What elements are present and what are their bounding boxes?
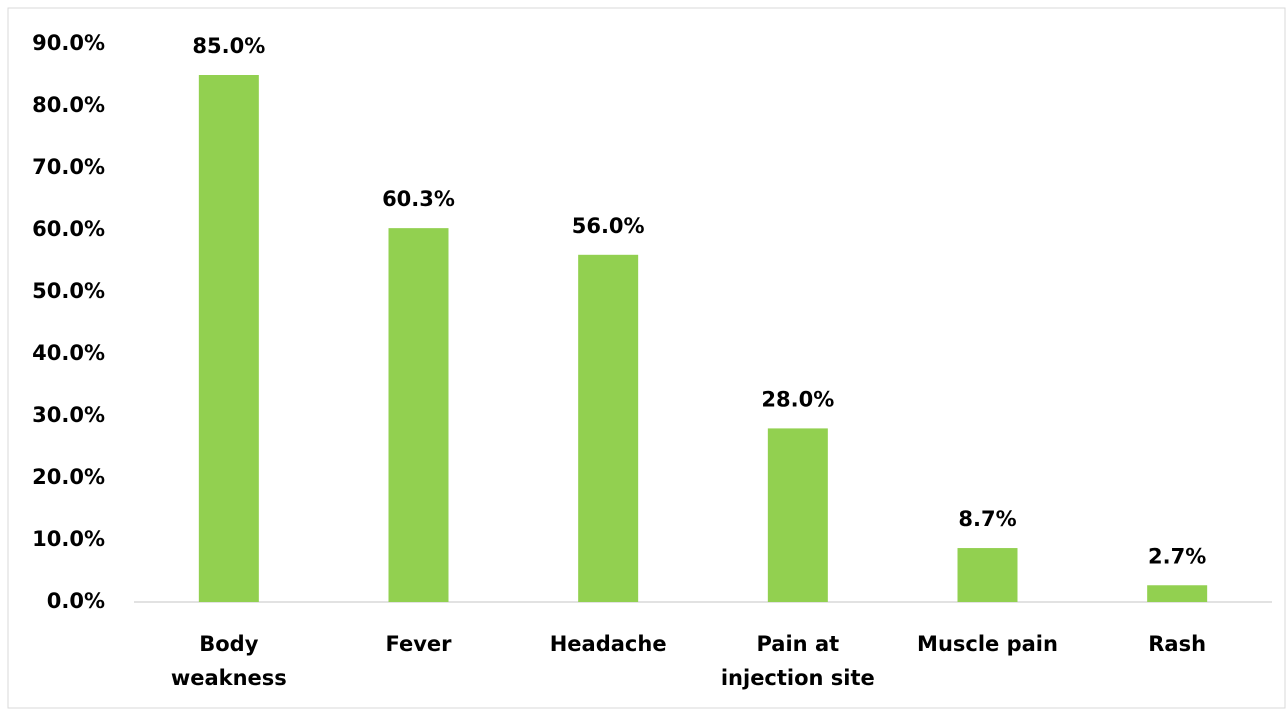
- y-tick-label: 10.0%: [32, 527, 105, 551]
- data-label: 28.0%: [761, 387, 834, 411]
- data-label: 56.0%: [572, 214, 645, 238]
- data-label: 85.0%: [192, 34, 265, 58]
- y-tick-label: 80.0%: [32, 93, 105, 117]
- x-tick-label: Rash: [1148, 632, 1207, 656]
- x-tick-label: Body weakness: [170, 632, 287, 690]
- y-tick-label: 0.0%: [47, 589, 105, 613]
- x-tick-label: Muscle pain: [917, 632, 1058, 656]
- y-tick-label: 60.0%: [32, 217, 105, 241]
- y-tick-label: 70.0%: [32, 155, 105, 179]
- bar: [767, 428, 828, 602]
- bar: [388, 228, 449, 602]
- x-tick-label: Fever: [385, 632, 452, 656]
- bar: [957, 548, 1018, 602]
- y-tick-label: 30.0%: [32, 403, 105, 427]
- y-tick-label: 90.0%: [32, 31, 105, 55]
- chart-border: [7, 7, 1286, 709]
- y-tick-label: 50.0%: [32, 279, 105, 303]
- data-label: 2.7%: [1148, 544, 1206, 568]
- y-tick-label: 40.0%: [32, 341, 105, 365]
- bar: [1147, 585, 1208, 602]
- x-tick-label: Pain at injection site: [720, 632, 875, 690]
- bar: [578, 254, 639, 603]
- y-tick-label: 20.0%: [32, 465, 105, 489]
- data-label: 8.7%: [958, 507, 1016, 531]
- x-tick-label: Headache: [549, 632, 667, 656]
- data-label: 60.3%: [382, 187, 455, 211]
- bar: [198, 75, 259, 602]
